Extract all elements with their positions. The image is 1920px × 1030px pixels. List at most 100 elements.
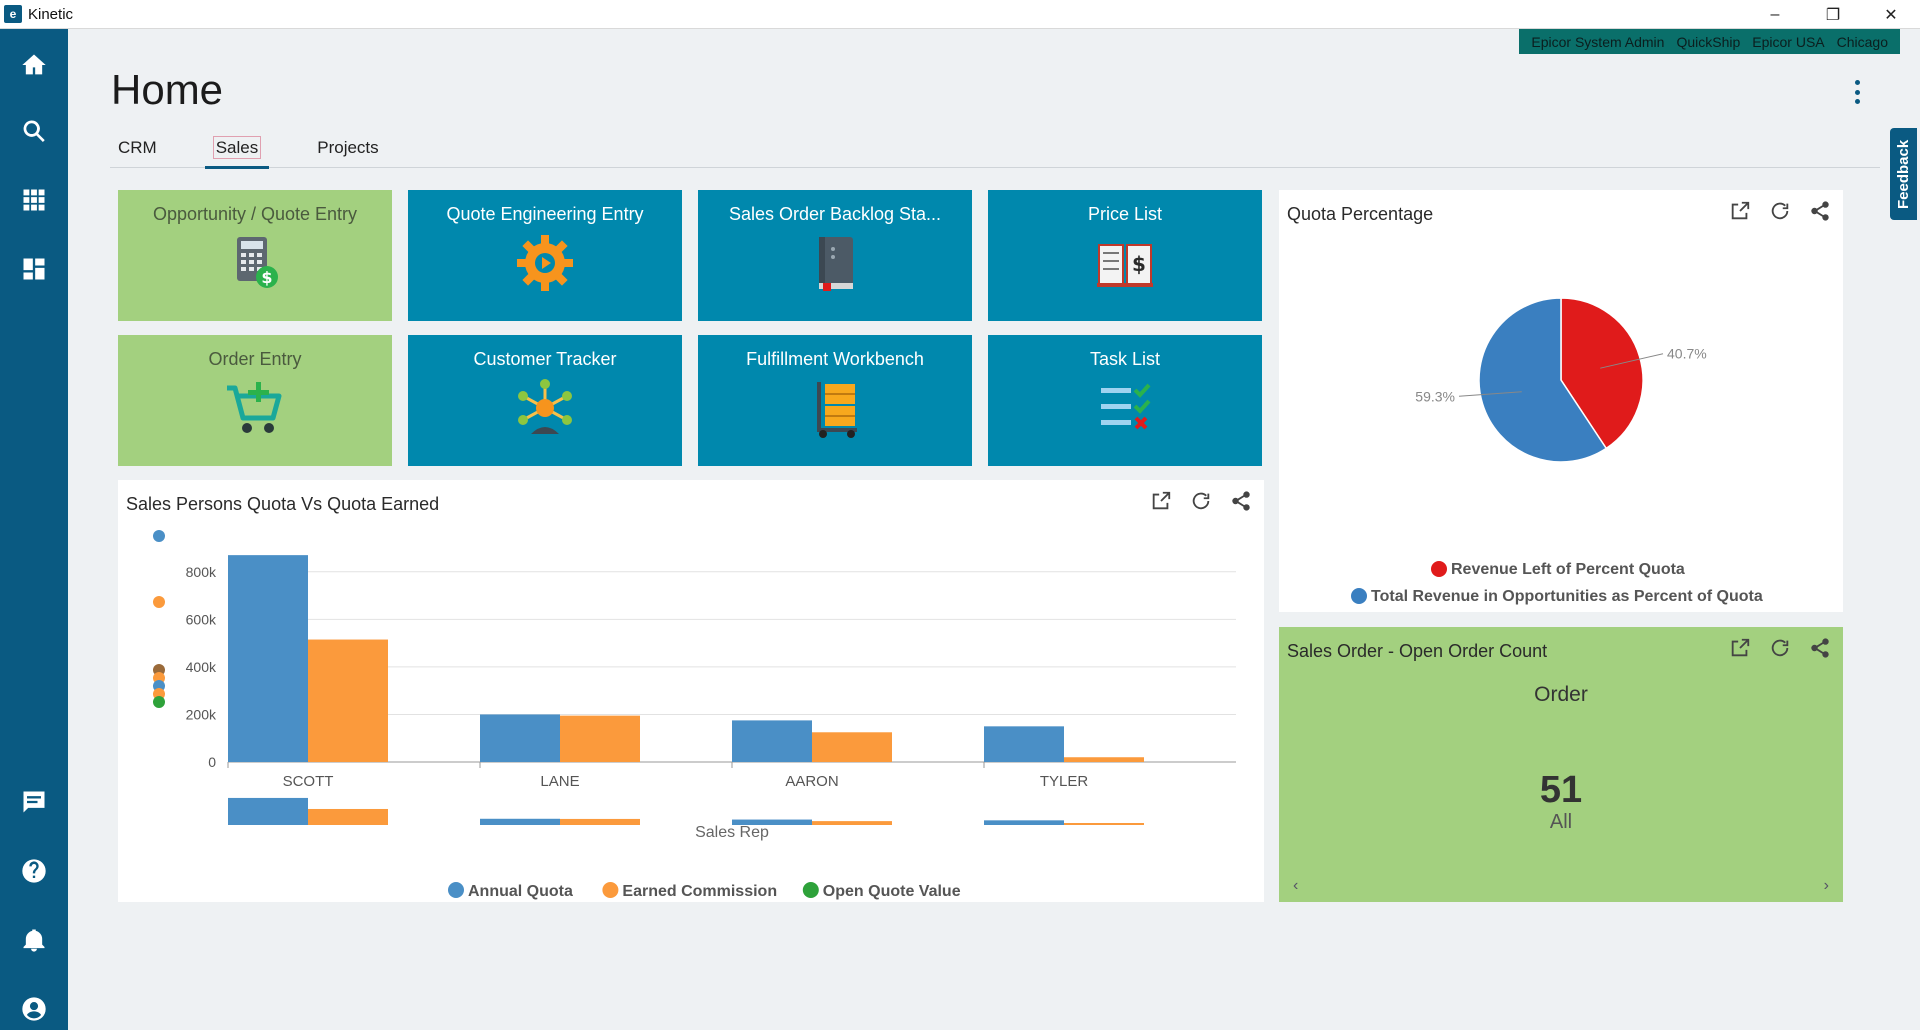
bar-lane-1[interactable]: [560, 715, 640, 762]
card-tools: [1729, 637, 1831, 659]
context-user[interactable]: Epicor System Admin: [1531, 33, 1665, 50]
x-axis-title: Sales Rep: [695, 824, 769, 841]
y-tick-label: 200k: [186, 706, 217, 722]
tab-crm-label: CRM: [118, 138, 157, 157]
tile-quote-engineering-entry[interactable]: Quote Engineering Entry: [408, 190, 682, 321]
home-tabs: CRM Sales Projects: [110, 128, 1880, 169]
series-marker: [153, 596, 165, 608]
feedback-tab[interactable]: Feedback: [1890, 128, 1917, 220]
legend-marker[interactable]: [802, 882, 819, 898]
context-company[interactable]: Epicor USA: [1752, 33, 1825, 50]
pie-legend-label[interactable]: Revenue Left of Percent Quota: [1451, 561, 1685, 578]
refresh-icon[interactable]: [1190, 490, 1212, 512]
window-controls: – ❐ ✕: [1746, 0, 1920, 29]
tile-customer-tracker[interactable]: Customer Tracker: [408, 335, 682, 466]
navigator-bar: [480, 818, 560, 825]
refresh-icon[interactable]: [1769, 637, 1791, 659]
bar-tyler-0[interactable]: [984, 726, 1064, 762]
pie-legend-marker[interactable]: [1351, 588, 1367, 604]
apps-grid-icon[interactable]: [18, 184, 50, 216]
tile-price-list[interactable]: Price List $: [988, 190, 1262, 321]
navigator-bar: [1064, 823, 1144, 825]
tile-fulfillment-workbench[interactable]: Fulfillment Workbench: [698, 335, 972, 466]
task-list-icon: [1101, 383, 1151, 430]
tile-order-entry[interactable]: Order Entry: [118, 335, 392, 466]
pie-chart-plot: 40.7% 59.3% Revenue Left of Percent Quota T…: [1351, 297, 1763, 605]
help-icon[interactable]: [18, 855, 50, 887]
card-tools: [1150, 490, 1252, 512]
bar-aaron-0[interactable]: [732, 720, 812, 762]
left-navigation: [0, 29, 68, 1030]
x-tick-label: TYLER: [1040, 773, 1089, 790]
pie-legend-label[interactable]: Total Revenue in Opportunities as Percen…: [1371, 588, 1763, 605]
y-tick-label: 800k: [186, 564, 217, 580]
tile-label: Task List: [1089, 349, 1161, 369]
order-heading: Order: [1534, 683, 1588, 706]
order-count: 51: [1539, 769, 1583, 811]
legend-label[interactable]: Annual Quota: [468, 883, 573, 900]
navigator-bar: [308, 808, 388, 825]
cart-icon: [227, 382, 282, 433]
pie-legend-marker[interactable]: [1431, 561, 1447, 577]
dashboard-icon[interactable]: [18, 253, 50, 285]
tile-task-list[interactable]: Task List: [988, 335, 1262, 466]
bar-scott-0[interactable]: [228, 555, 308, 762]
navigator-bar: [228, 797, 308, 825]
refresh-icon[interactable]: [1769, 200, 1791, 222]
navigator-bar: [984, 820, 1064, 825]
legend-marker[interactable]: [448, 882, 464, 898]
y-tick-label: 400k: [186, 659, 217, 675]
tab-projects[interactable]: Projects: [309, 128, 386, 168]
context-module[interactable]: QuickShip: [1676, 33, 1741, 50]
tab-crm[interactable]: CRM: [110, 128, 165, 168]
order-filter-label: All: [1549, 811, 1573, 833]
tile-label: Sales Order Backlog Sta...: [728, 204, 942, 224]
prev-arrow-icon[interactable]: ‹: [1293, 877, 1299, 894]
notifications-bell-icon[interactable]: [18, 924, 50, 956]
open-external-icon[interactable]: [1729, 637, 1751, 659]
open-external-icon[interactable]: [1150, 490, 1172, 512]
context-site[interactable]: Chicago: [1836, 33, 1888, 50]
minimize-button[interactable]: –: [1770, 5, 1780, 23]
bar-scott-1[interactable]: [308, 639, 388, 762]
tile-label: Price List: [1087, 204, 1163, 224]
page-title: Home: [111, 66, 224, 113]
chat-icon[interactable]: [18, 786, 50, 818]
navigator-bar: [812, 821, 892, 825]
open-external-icon[interactable]: [1729, 200, 1751, 222]
card-title: Sales Order - Open Order Count: [1287, 641, 1548, 661]
share-icon[interactable]: [1809, 637, 1831, 659]
tab-sales[interactable]: Sales: [204, 128, 270, 169]
more-options-icon[interactable]: [1852, 80, 1862, 104]
pie-label-leader: [1458, 391, 1522, 397]
share-icon[interactable]: [1230, 490, 1252, 512]
title-bar: e Kinetic – ❐ ✕: [0, 0, 1920, 29]
restore-button[interactable]: ❐: [1825, 6, 1841, 24]
network-icon: [518, 379, 572, 434]
close-button[interactable]: ✕: [1884, 6, 1898, 24]
home-icon[interactable]: [18, 49, 50, 81]
tile-label: Fulfillment Workbench: [746, 349, 924, 369]
legend-label[interactable]: Earned Commission: [622, 883, 777, 900]
user-account-icon[interactable]: [18, 993, 50, 1025]
price-book-icon: $: [1097, 244, 1153, 287]
pie-slice-label: 59.3%: [1415, 388, 1455, 404]
share-icon[interactable]: [1809, 200, 1831, 222]
open-order-count-card[interactable]: Sales Order - Open Order Count Order 51 …: [1279, 627, 1843, 902]
sales-quota-chart-card: Sales Persons Quota Vs Quota Earned 0 200…: [118, 480, 1264, 902]
search-icon[interactable]: [18, 115, 50, 147]
legend-label[interactable]: Open Quote Value: [823, 883, 961, 900]
bar-lane-0[interactable]: [480, 714, 560, 762]
series-marker: [153, 530, 165, 542]
bar-tyler-1[interactable]: [1064, 757, 1144, 762]
bar-aaron-1[interactable]: [812, 732, 892, 762]
pie-slice-1[interactable]: [1478, 297, 1608, 463]
next-arrow-icon[interactable]: ›: [1823, 877, 1829, 894]
company-context-bar[interactable]: Epicor System Admin QuickShip Epicor USA…: [1519, 29, 1900, 54]
book-icon: [819, 237, 853, 291]
tile-sales-order-backlog[interactable]: Sales Order Backlog Sta...: [698, 190, 972, 321]
gear-icon: [517, 235, 573, 291]
tile-label: Opportunity / Quote Entry: [152, 204, 358, 224]
tile-opportunity-quote-entry[interactable]: Opportunity / Quote Entry $: [118, 190, 392, 321]
legend-marker[interactable]: [602, 882, 619, 898]
